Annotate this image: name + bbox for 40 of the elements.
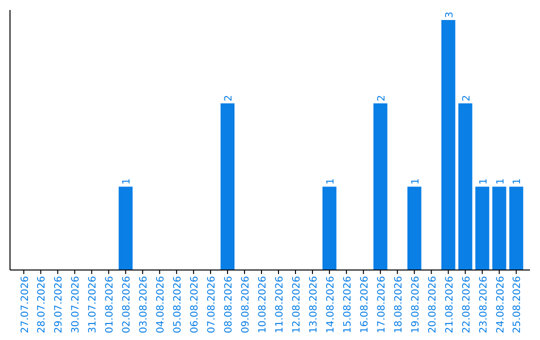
x-tick-label: 04.08.2026 [156, 276, 167, 334]
x-tick-label: 16.08.2026 [359, 276, 370, 334]
x-tick-label: 14.08.2026 [325, 276, 336, 334]
data-label: 2 [376, 94, 388, 102]
x-tick-label: 31.07.2026 [88, 276, 99, 334]
x-tick-label: 24.08.2026 [495, 276, 506, 334]
x-tick-label: 20.08.2026 [427, 276, 438, 334]
data-label: 1 [512, 178, 524, 185]
x-tick-label: 23.08.2026 [478, 276, 490, 334]
x-tick-label: 19.08.2026 [410, 276, 422, 334]
x-tick-label: 12.08.2026 [291, 276, 302, 334]
x-tick-label: 22.08.2026 [461, 276, 472, 334]
x-tick-label: 06.08.2026 [190, 276, 201, 334]
x-tick-label: 18.08.2026 [393, 276, 404, 334]
x-tick-label: 28.07.2026 [36, 276, 48, 334]
x-tick-label: 01.08.2026 [104, 276, 116, 334]
x-tick-label: 07.08.2026 [206, 276, 218, 334]
x-tick-label: 05.08.2026 [172, 276, 184, 334]
x-tick-label: 21.08.2026 [444, 276, 456, 334]
x-tick-label: 10.08.2026 [258, 276, 269, 334]
data-label: 1 [325, 178, 336, 185]
data-label: 1 [478, 178, 490, 185]
x-tick-label: 27.07.2026 [20, 276, 31, 334]
x-tick-label: 02.08.2026 [122, 276, 133, 334]
data-label: 2 [461, 94, 472, 102]
x-tick-label: 15.08.2026 [342, 276, 354, 334]
data-label: 1 [410, 178, 422, 185]
x-tick-label: 08.08.2026 [224, 276, 235, 334]
x-tick-label: 30.07.2026 [70, 276, 82, 334]
x-tick-label: 09.08.2026 [240, 276, 252, 334]
x-tick-label: 17.08.2026 [376, 276, 388, 334]
x-tick-label: 13.08.2026 [308, 276, 320, 334]
x-tick-label: 25.08.2026 [512, 276, 524, 334]
x-tick-label: 29.07.2026 [54, 276, 65, 334]
data-label: 1 [122, 178, 133, 185]
x-tick-label: 11.08.2026 [274, 276, 286, 334]
data-label: 1 [495, 178, 506, 185]
data-label: 2 [224, 94, 235, 102]
data-label: 3 [444, 12, 456, 18]
x-tick-label: 03.08.2026 [138, 276, 150, 334]
